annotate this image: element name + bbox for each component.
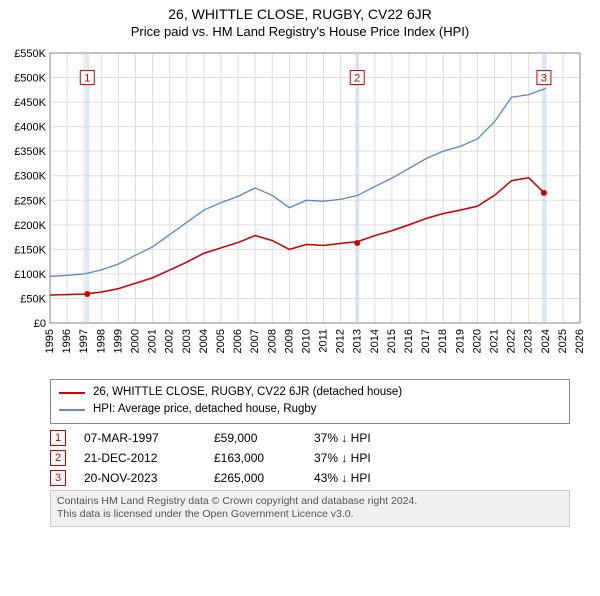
transaction-date: 21-DEC-2012: [84, 451, 214, 465]
chart-area: £0 £50K £100K £150K £200K £250K £300K £350K £400…: [0, 43, 600, 373]
svg-text:£0: £0: [34, 318, 46, 330]
transaction-row: 3 20-NOV-2023£265,00043% ↓ HPI: [50, 470, 570, 486]
transaction-diff: 43% ↓ HPI: [314, 471, 414, 485]
legend-label: 26, WHITTLE CLOSE, RUGBY, CV22 6JR (deta…: [93, 384, 402, 401]
svg-text:2: 2: [354, 73, 360, 85]
svg-text:2023: 2023: [523, 329, 535, 353]
line-chart: £0 £50K £100K £150K £200K £250K £300K £350K £400…: [0, 43, 600, 373]
svg-text:£300K: £300K: [14, 171, 46, 183]
svg-text:2006: 2006: [232, 329, 244, 353]
legend-label: HPI: Average price, detached house, Rugb…: [93, 401, 317, 418]
svg-text:2000: 2000: [129, 329, 141, 353]
svg-text:2005: 2005: [215, 329, 227, 353]
svg-text:£550K: £550K: [14, 48, 46, 60]
svg-text:2011: 2011: [318, 329, 330, 353]
svg-text:£200K: £200K: [14, 220, 46, 232]
license-line-2: This data is licensed under the Open Gov…: [57, 508, 563, 522]
svg-text:£500K: £500K: [14, 73, 46, 85]
transaction-diff: 37% ↓ HPI: [314, 431, 414, 445]
legend-swatch: [59, 392, 85, 394]
svg-text:2022: 2022: [506, 329, 518, 353]
transaction-marker-num: 3: [50, 470, 66, 486]
transaction-marker-num: 1: [50, 430, 66, 446]
transaction-price: £163,000: [214, 451, 314, 465]
transaction-diff: 37% ↓ HPI: [314, 451, 414, 465]
svg-text:2018: 2018: [437, 329, 449, 353]
svg-text:£50K: £50K: [20, 293, 46, 305]
svg-text:2002: 2002: [164, 329, 176, 353]
svg-text:2014: 2014: [369, 329, 381, 353]
legend: 26, WHITTLE CLOSE, RUGBY, CV22 6JR (deta…: [50, 379, 570, 424]
svg-text:2024: 2024: [540, 329, 552, 353]
transaction-price: £265,000: [214, 471, 314, 485]
svg-text:2025: 2025: [557, 329, 569, 353]
svg-text:£450K: £450K: [14, 97, 46, 109]
svg-text:2026: 2026: [574, 329, 586, 353]
svg-text:2012: 2012: [335, 329, 347, 353]
svg-text:2004: 2004: [198, 329, 210, 353]
svg-text:2021: 2021: [489, 329, 501, 353]
transaction-row: 1 07-MAR-1997£59,00037% ↓ HPI: [50, 430, 570, 446]
legend-item: HPI: Average price, detached house, Rugb…: [59, 401, 561, 418]
svg-text:2020: 2020: [471, 329, 483, 353]
svg-text:£100K: £100K: [14, 269, 46, 281]
license-line-1: Contains HM Land Registry data © Crown c…: [57, 495, 563, 509]
chart-subtitle: Price paid vs. HM Land Registry's House …: [0, 24, 600, 39]
svg-text:£350K: £350K: [14, 146, 46, 158]
svg-text:2001: 2001: [147, 329, 159, 353]
svg-text:2010: 2010: [300, 329, 312, 353]
transactions-table: 1 07-MAR-1997£59,00037% ↓ HPI 2 21-DEC-2012…: [50, 430, 570, 486]
svg-text:£150K: £150K: [14, 244, 46, 256]
svg-text:1999: 1999: [112, 329, 124, 353]
svg-text:1998: 1998: [95, 329, 107, 353]
svg-text:2008: 2008: [266, 329, 278, 353]
svg-text:2003: 2003: [181, 329, 193, 353]
legend-item: 26, WHITTLE CLOSE, RUGBY, CV22 6JR (deta…: [59, 384, 561, 401]
svg-text:2016: 2016: [403, 329, 415, 353]
svg-text:£400K: £400K: [14, 122, 46, 134]
transaction-marker-num: 2: [50, 450, 66, 466]
transaction-price: £59,000: [214, 431, 314, 445]
transaction-date: 07-MAR-1997: [84, 431, 214, 445]
svg-text:1996: 1996: [61, 329, 73, 353]
svg-text:2019: 2019: [454, 329, 466, 353]
transaction-row: 2 21-DEC-2012£163,00037% ↓ HPI: [50, 450, 570, 466]
svg-text:2015: 2015: [386, 329, 398, 353]
svg-text:£250K: £250K: [14, 195, 46, 207]
svg-text:1: 1: [84, 73, 90, 85]
svg-text:2009: 2009: [283, 329, 295, 353]
license-notice: Contains HM Land Registry data © Crown c…: [50, 490, 570, 527]
transaction-date: 20-NOV-2023: [84, 471, 214, 485]
svg-text:2017: 2017: [420, 329, 432, 353]
svg-text:3: 3: [541, 73, 547, 85]
svg-text:1997: 1997: [78, 329, 90, 353]
legend-swatch: [59, 409, 85, 411]
svg-text:2007: 2007: [249, 329, 261, 353]
svg-text:1995: 1995: [44, 329, 56, 353]
chart-title: 26, WHITTLE CLOSE, RUGBY, CV22 6JR: [0, 6, 600, 22]
svg-text:2013: 2013: [352, 329, 364, 353]
